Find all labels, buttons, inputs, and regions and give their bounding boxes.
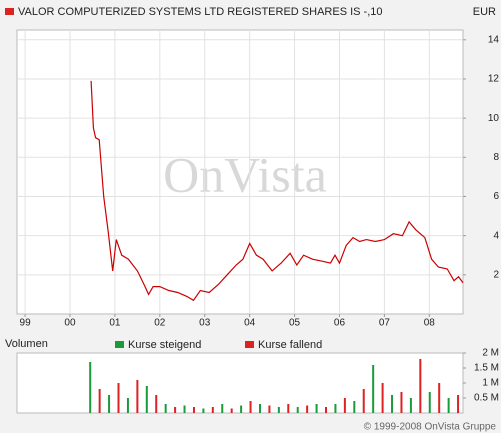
- title-marker: [5, 8, 14, 15]
- volume-bar: [221, 404, 224, 413]
- y-tick-label: 0.5 M: [474, 393, 499, 404]
- volume-bar: [136, 380, 139, 413]
- y-tick-label: 6: [493, 191, 499, 202]
- y-tick-label: 4: [493, 230, 499, 241]
- legend-swatch: [115, 341, 124, 348]
- volume-bar: [174, 407, 177, 413]
- volume-bar: [268, 405, 271, 413]
- volume-bar: [362, 389, 365, 413]
- volume-bar: [183, 405, 186, 413]
- volume-bar: [419, 359, 422, 413]
- price-plot: [16, 29, 464, 315]
- x-tick-label: 00: [64, 318, 76, 329]
- volume-bar: [391, 395, 394, 413]
- volume-plot: [16, 352, 464, 414]
- price-line: [90, 80, 464, 302]
- volume-bar: [192, 407, 195, 413]
- volume-bar: [343, 398, 346, 413]
- volume-bar: [145, 386, 148, 413]
- y-tick-label: 2 M: [482, 348, 499, 359]
- volume-bar: [334, 404, 337, 413]
- chart-title: VALOR COMPUTERIZED SYSTEMS LTD REGISTERE…: [18, 6, 383, 18]
- volume-bar: [89, 362, 92, 413]
- volume-bar: [155, 395, 158, 413]
- volume-bar: [325, 407, 328, 413]
- x-tick-label: 07: [379, 318, 391, 329]
- volume-bar: [353, 401, 356, 413]
- volume-bar: [381, 383, 384, 413]
- x-tick-label: 01: [109, 318, 121, 329]
- x-tick-label: 99: [20, 318, 32, 329]
- volume-bar: [240, 405, 243, 413]
- x-tick-label: 06: [334, 318, 346, 329]
- volume-bar: [108, 395, 111, 413]
- volume-bar: [372, 365, 375, 413]
- volume-bar: [164, 404, 167, 413]
- volume-bar: [98, 389, 101, 413]
- volume-bar: [306, 405, 309, 413]
- y-tick-label: 1 M: [482, 378, 499, 389]
- y-tick-label: 14: [488, 34, 500, 45]
- unit: EUR: [473, 6, 496, 18]
- volume-bar: [438, 383, 441, 413]
- legend-swatch: [245, 341, 254, 348]
- y-tick-label: 10: [488, 113, 500, 124]
- volume-bar: [211, 407, 214, 413]
- volume-bar: [428, 392, 431, 413]
- volume-bar: [277, 407, 280, 413]
- volume-bar: [447, 398, 450, 413]
- legend-label: Kurse steigend: [128, 339, 201, 351]
- volume-bar: [258, 404, 261, 413]
- copyright: © 1999-2008 OnVista Gruppe: [364, 422, 497, 433]
- x-tick-label: 02: [154, 318, 166, 329]
- legend-label: Kurse fallend: [258, 339, 322, 351]
- x-tick-label: 04: [244, 318, 256, 329]
- x-tick-label: 03: [199, 318, 211, 329]
- volume-title: Volumen: [5, 338, 48, 350]
- volume-bar: [315, 404, 318, 413]
- volume-bar: [296, 407, 299, 413]
- y-tick-label: 1.5 M: [474, 363, 499, 374]
- volume-bar: [400, 392, 403, 413]
- volume-bar: [457, 395, 460, 413]
- volume-bar: [287, 404, 290, 413]
- volume-bar: [202, 408, 205, 413]
- y-tick-label: 8: [493, 152, 499, 163]
- volume-bar: [117, 383, 120, 413]
- watermark: OnVista: [163, 146, 327, 202]
- volume-bar: [409, 398, 412, 413]
- y-tick-label: 2: [493, 269, 499, 280]
- volume-bar: [230, 408, 233, 413]
- volume-bar: [126, 398, 129, 413]
- y-tick-label: 12: [488, 74, 500, 85]
- x-tick-label: 08: [424, 318, 436, 329]
- volume-bar: [249, 401, 252, 413]
- x-tick-label: 05: [289, 318, 301, 329]
